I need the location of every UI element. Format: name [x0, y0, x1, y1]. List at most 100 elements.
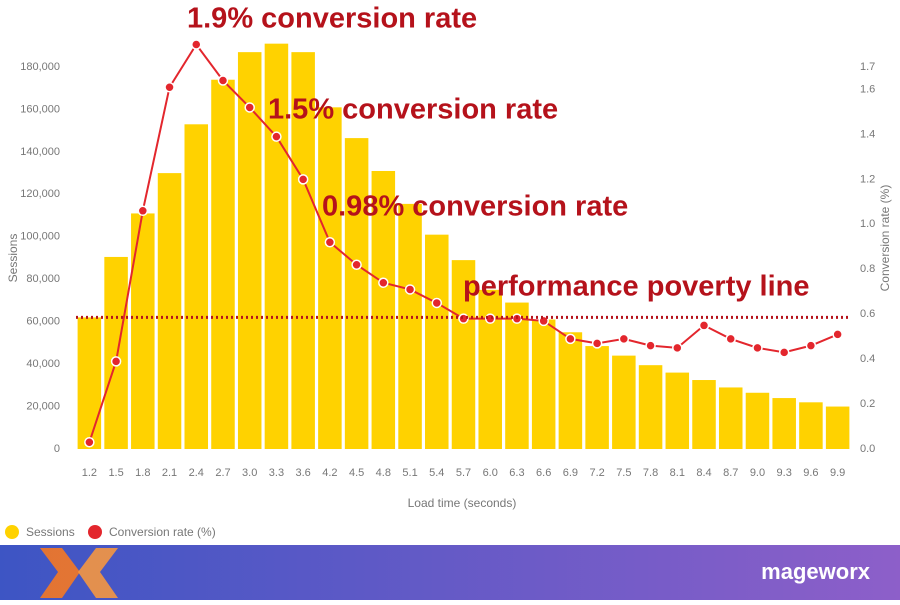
point — [832, 329, 843, 340]
x-tick-label: 4.2 — [322, 467, 337, 479]
y2-tick-label: 0.6 — [860, 308, 875, 320]
point — [591, 338, 603, 349]
x-tick-label: 5.7 — [456, 467, 471, 479]
y2-tick-label: 1.0 — [860, 218, 875, 230]
annotation: performance poverty line — [463, 271, 810, 303]
y-tick-label: 20,000 — [26, 400, 60, 412]
bar — [425, 234, 449, 449]
point — [565, 333, 576, 345]
bar — [131, 213, 155, 449]
point — [672, 342, 683, 354]
bar — [318, 107, 342, 450]
y2-tick-label: 1.6 — [860, 83, 875, 95]
x-tick-label: 6.6 — [536, 467, 551, 479]
bar — [772, 398, 796, 449]
point — [645, 340, 656, 351]
bar — [211, 79, 235, 449]
bar — [237, 52, 262, 450]
point — [84, 437, 95, 448]
point — [778, 347, 790, 358]
bar — [291, 52, 315, 450]
bar — [799, 402, 823, 449]
x-tick-label: 8.7 — [723, 467, 738, 479]
y2-axis-title: Conversion rate (%) — [878, 185, 892, 292]
x-tick-label: 6.9 — [563, 467, 578, 479]
y-tick-label: 140,000 — [20, 146, 60, 158]
x-tick-label: 9.0 — [750, 467, 765, 479]
y-tick-label: 180,000 — [20, 61, 60, 73]
x-tick-label: 8.4 — [696, 467, 711, 479]
point — [271, 131, 282, 142]
y-tick-label: 160,000 — [20, 103, 60, 115]
x-tick-label: 7.2 — [589, 467, 604, 479]
y2-tick-label: 1.7 — [860, 61, 875, 73]
point — [191, 39, 202, 50]
x-tick-label: 3.3 — [269, 467, 284, 479]
point — [725, 333, 736, 345]
bar — [692, 380, 716, 449]
bar — [665, 372, 690, 449]
bar — [184, 124, 209, 450]
y-tick-label: 40,000 — [26, 358, 60, 370]
x-tick-label: 1.8 — [135, 467, 150, 479]
x-tick-label: 9.9 — [830, 467, 845, 479]
logo-x — [78, 548, 118, 598]
x-tick-label: 9.6 — [803, 467, 818, 479]
bar — [745, 392, 770, 449]
x-axis-title: Load time (seconds) — [408, 496, 517, 510]
x-tick-label: 2.4 — [189, 467, 204, 479]
point — [404, 284, 416, 295]
logo-x — [40, 548, 80, 598]
bar — [77, 317, 102, 449]
annotation: 1.9% conversion rate — [187, 3, 477, 35]
point — [110, 356, 122, 367]
point — [324, 237, 336, 248]
legend-label: Sessions — [26, 525, 75, 539]
x-tick-label: 8.1 — [670, 467, 685, 479]
x-tick-label: 4.8 — [376, 467, 391, 479]
footer-band — [0, 545, 900, 600]
point — [137, 205, 149, 217]
y2-tick-label: 0.4 — [860, 353, 875, 365]
point — [431, 297, 443, 309]
bar — [612, 355, 636, 449]
y-tick-label: 80,000 — [26, 273, 60, 285]
x-tick-label: 4.5 — [349, 467, 364, 479]
bar — [104, 256, 128, 449]
y2-tick-label: 0.2 — [860, 398, 875, 410]
bar — [718, 387, 743, 449]
annotation: 1.5% conversion rate — [268, 94, 558, 126]
point — [244, 102, 255, 113]
x-tick-label: 3.0 — [242, 467, 257, 479]
bar — [585, 346, 609, 449]
point — [618, 333, 630, 345]
point — [297, 174, 309, 185]
y-tick-label: 0 — [54, 443, 60, 455]
point — [217, 75, 229, 86]
y2-tick-label: 1.2 — [860, 173, 875, 185]
y2-tick-label: 0.8 — [860, 263, 875, 275]
bar — [157, 173, 182, 449]
bar — [825, 406, 850, 449]
x-tick-label: 9.3 — [777, 467, 792, 479]
bar — [451, 260, 476, 449]
bar — [371, 170, 396, 449]
x-tick-label: 2.1 — [162, 467, 177, 479]
x-tick-label: 7.8 — [643, 467, 658, 479]
x-tick-label: 6.0 — [483, 467, 498, 479]
point — [698, 320, 710, 331]
x-tick-label: 1.2 — [82, 467, 97, 479]
y-tick-label: 120,000 — [20, 188, 60, 200]
point — [805, 340, 817, 351]
bar — [344, 138, 369, 449]
bar — [478, 289, 502, 449]
y-tick-label: 60,000 — [26, 316, 60, 328]
x-tick-label: 6.3 — [509, 467, 524, 479]
y2-tick-label: 1.4 — [860, 128, 875, 140]
bar — [638, 365, 663, 449]
y-axis-title: Sessions — [6, 234, 20, 283]
bar — [558, 332, 583, 449]
x-tick-label: 5.1 — [402, 467, 417, 479]
